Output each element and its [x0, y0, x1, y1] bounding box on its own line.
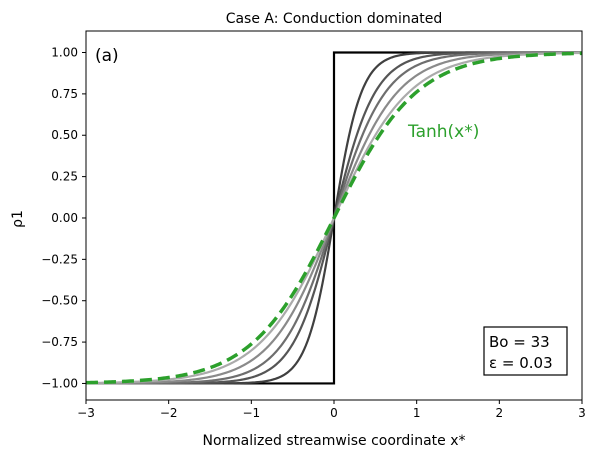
- tanh-annotation: Tanh(x*): [407, 122, 479, 142]
- params-epsilon: ε = 0.03: [489, 354, 553, 372]
- x-tick-label: 2: [496, 406, 504, 420]
- y-tick-label: −0.25: [41, 252, 78, 266]
- chart-title: Case A: Conduction dominated: [226, 11, 443, 27]
- x-tick-label: 1: [413, 406, 421, 420]
- x-tick-label: −2: [160, 406, 178, 420]
- y-tick-label: −0.50: [41, 294, 78, 308]
- x-tick-label: 0: [330, 406, 338, 420]
- params-bo: Bo = 33: [489, 333, 550, 351]
- y-tick-label: 0.25: [51, 170, 78, 184]
- x-tick-label: −3: [77, 406, 95, 420]
- y-tick-label: 0.00: [51, 211, 78, 225]
- panel-label: (a): [95, 46, 119, 66]
- y-axis-label: ρ1: [10, 210, 26, 228]
- y-tick-label: 0.75: [51, 87, 78, 101]
- x-tick-label: −1: [242, 406, 260, 420]
- y-tick-label: 0.50: [51, 128, 78, 142]
- y-tick-label: −0.75: [41, 335, 78, 349]
- y-tick-label: −1.00: [41, 376, 78, 390]
- x-axis-ticks: −3 −2 −1 0 1 2 3: [77, 400, 586, 420]
- y-tick-label: 1.00: [51, 46, 78, 60]
- y-axis-ticks: −1.00 −0.75 −0.50 −0.25 0.00 0.25 0.50 0.75 1.00: [41, 46, 86, 391]
- x-axis-label: Normalized streamwise coordinate x*: [202, 433, 465, 449]
- x-tick-label: 3: [578, 406, 586, 420]
